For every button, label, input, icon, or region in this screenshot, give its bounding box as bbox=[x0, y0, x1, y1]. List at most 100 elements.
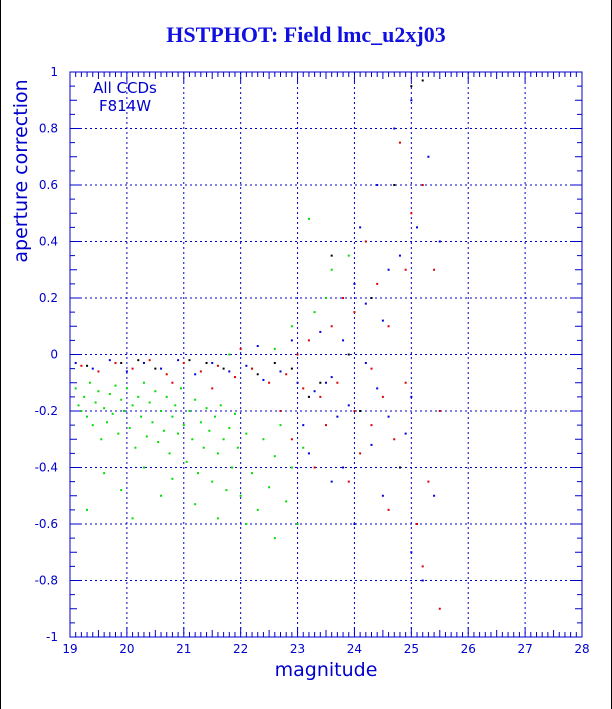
data-point bbox=[194, 398, 197, 401]
y-tick-label: -1 bbox=[46, 630, 58, 644]
data-point bbox=[80, 410, 83, 412]
chart-title: HSTPHOT: Field lmc_u2xj03 bbox=[166, 22, 446, 47]
data-point bbox=[233, 412, 236, 415]
data-point bbox=[347, 404, 350, 407]
data-point bbox=[128, 426, 131, 429]
data-point bbox=[233, 376, 236, 379]
data-point bbox=[199, 421, 202, 424]
data-point bbox=[290, 339, 293, 342]
axis-ticks: 19 20 21 22 23 24 25 26 27 28 -1 -0.8 -0.6 -0.4 -0.2 0 0… bbox=[35, 65, 590, 656]
data-point bbox=[86, 415, 89, 418]
data-point bbox=[273, 361, 276, 364]
data-point bbox=[307, 339, 310, 342]
data-point bbox=[211, 480, 214, 483]
data-point bbox=[268, 381, 271, 384]
data-point bbox=[231, 466, 234, 469]
data-point bbox=[404, 268, 407, 271]
data-point bbox=[239, 347, 242, 350]
data-point bbox=[239, 494, 242, 497]
data-point bbox=[421, 184, 424, 186]
data-point bbox=[353, 523, 356, 525]
data-point bbox=[120, 361, 123, 364]
data-point bbox=[188, 359, 191, 362]
data-point bbox=[376, 282, 379, 285]
data-point bbox=[359, 226, 362, 229]
data-point bbox=[325, 424, 327, 427]
data-point bbox=[364, 240, 367, 243]
data-point bbox=[273, 537, 276, 540]
data-point bbox=[393, 184, 396, 186]
data-point bbox=[74, 361, 77, 364]
x-tick-label: 24 bbox=[347, 642, 362, 656]
data-point bbox=[364, 302, 367, 305]
x-tick-label: 21 bbox=[176, 642, 191, 656]
series-0 bbox=[74, 217, 350, 540]
data-point bbox=[228, 353, 231, 356]
data-point bbox=[245, 523, 248, 525]
data-point bbox=[228, 370, 231, 373]
data-point bbox=[197, 472, 199, 475]
y-axis-label: aperture correction bbox=[10, 79, 32, 262]
data-point bbox=[381, 494, 384, 497]
data-point bbox=[97, 370, 100, 373]
data-point bbox=[285, 373, 288, 376]
y-tick-label: 0.6 bbox=[39, 178, 58, 192]
data-point bbox=[205, 361, 208, 364]
data-point bbox=[97, 390, 100, 393]
x-tick-label: 23 bbox=[290, 642, 305, 656]
data-point bbox=[307, 452, 310, 455]
data-point bbox=[140, 415, 143, 418]
data-point bbox=[319, 395, 322, 398]
data-point bbox=[117, 432, 120, 435]
data-point bbox=[410, 99, 413, 102]
data-point bbox=[168, 452, 171, 455]
data-point bbox=[105, 421, 108, 424]
data-point bbox=[108, 359, 111, 362]
data-point bbox=[302, 446, 305, 449]
data-point bbox=[162, 429, 165, 432]
data-point bbox=[216, 364, 219, 367]
data-point bbox=[359, 410, 362, 412]
data-point bbox=[185, 460, 188, 463]
data-point bbox=[134, 446, 137, 449]
data-point bbox=[296, 381, 299, 384]
data-point bbox=[148, 401, 151, 404]
data-point bbox=[256, 345, 259, 348]
data-point bbox=[438, 240, 441, 243]
data-point bbox=[103, 407, 106, 410]
data-point bbox=[77, 404, 80, 407]
data-point bbox=[410, 85, 413, 88]
data-point bbox=[86, 508, 89, 511]
data-point bbox=[290, 466, 293, 469]
x-tick-label: 20 bbox=[119, 642, 134, 656]
y-tick-label: 0.4 bbox=[39, 235, 58, 249]
x-tick-label: 28 bbox=[574, 642, 589, 656]
data-point bbox=[433, 494, 436, 497]
data-point bbox=[296, 353, 299, 356]
data-point bbox=[211, 361, 214, 364]
data-point bbox=[86, 364, 89, 367]
data-point bbox=[222, 367, 225, 370]
data-point bbox=[319, 381, 322, 384]
data-point bbox=[313, 390, 316, 393]
data-point bbox=[330, 376, 333, 379]
data-point bbox=[83, 395, 86, 398]
data-point bbox=[279, 370, 282, 373]
data-point bbox=[74, 387, 77, 390]
data-point bbox=[154, 390, 157, 393]
x-tick-label: 22 bbox=[233, 642, 248, 656]
data-point bbox=[222, 438, 225, 441]
data-point bbox=[370, 443, 373, 446]
data-point bbox=[245, 432, 248, 435]
data-point bbox=[125, 387, 128, 390]
data-point bbox=[157, 441, 160, 444]
data-point bbox=[91, 367, 94, 370]
data-point bbox=[427, 155, 430, 158]
data-point bbox=[256, 373, 259, 376]
data-point bbox=[393, 438, 396, 441]
data-point bbox=[151, 421, 154, 424]
data-point bbox=[262, 438, 265, 441]
data-point bbox=[387, 268, 390, 271]
data-point bbox=[194, 373, 197, 376]
